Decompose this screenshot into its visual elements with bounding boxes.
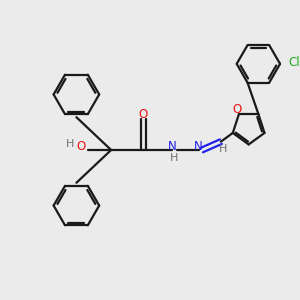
Text: H: H	[66, 139, 74, 149]
Text: O: O	[139, 108, 148, 121]
Text: N: N	[168, 140, 177, 153]
Text: H: H	[169, 152, 178, 163]
Text: O: O	[233, 103, 242, 116]
Text: N: N	[194, 140, 203, 153]
Text: Cl: Cl	[289, 56, 300, 69]
Text: O: O	[76, 140, 85, 153]
Text: H: H	[219, 144, 227, 154]
